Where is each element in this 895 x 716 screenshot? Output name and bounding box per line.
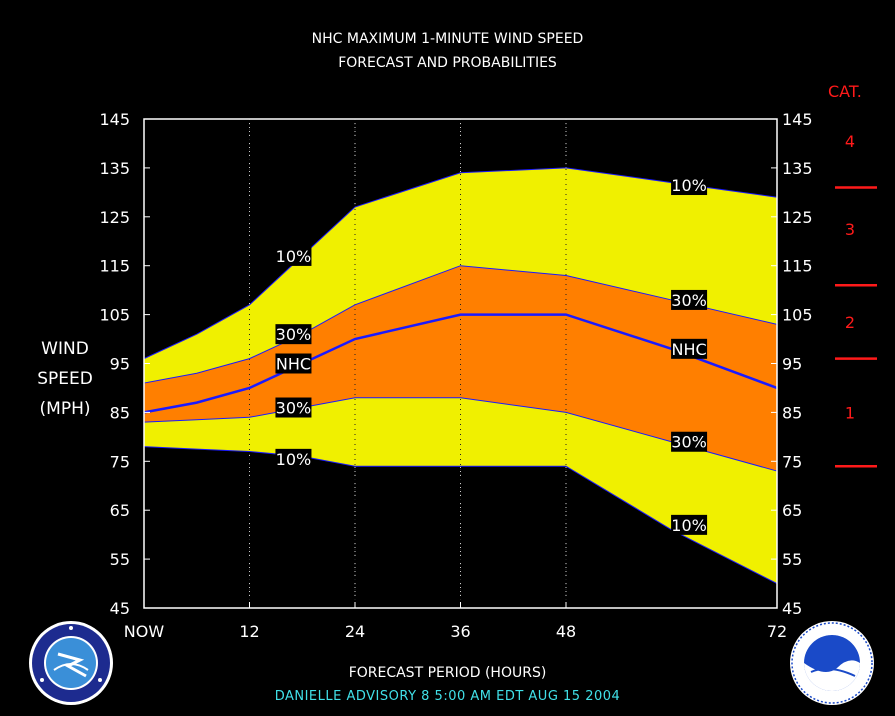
noaa-logo — [790, 621, 874, 705]
y-tick-label-right: 145 — [782, 110, 813, 129]
series-edge-line — [143, 397, 778, 472]
y-tick-label-right: 135 — [782, 159, 813, 178]
nhc-forecast-line — [143, 313, 778, 414]
x-axis-title: FORECAST PERIOD (HOURS) — [348, 665, 547, 681]
category-label: 3 — [845, 220, 855, 239]
x-tick-label: 12 — [239, 622, 259, 641]
chart-title-line1: NHC MAXIMUM 1-MINUTE WIND SPEED — [311, 31, 584, 47]
y-tick-label-right: 105 — [782, 306, 813, 325]
y-tick-label-right: 95 — [782, 355, 802, 374]
series-label-box — [275, 448, 312, 469]
y-tick-label-left: 145 — [99, 110, 130, 129]
y-tick-label-left: 55 — [110, 550, 130, 569]
y-axis-label-line3: (MPH) — [39, 399, 91, 419]
series-label: 10% — [276, 247, 312, 266]
y-tick-label-right: 85 — [782, 403, 802, 422]
y-tick-label-right: 125 — [782, 208, 813, 227]
series-label-box — [275, 397, 312, 418]
category-header: CAT. — [828, 82, 862, 101]
y-tick-label-left: 135 — [99, 159, 130, 178]
series-label: 30% — [671, 291, 707, 310]
series-label: 30% — [671, 433, 707, 452]
x-tick-label: 72 — [767, 622, 787, 641]
y-tick-label-left: 75 — [110, 452, 130, 471]
x-tick-label: 36 — [450, 622, 470, 641]
y-tick-label-right: 45 — [782, 599, 802, 618]
category-label: 1 — [845, 403, 855, 422]
y-axis-label: WIND SPEED (MPH) — [20, 334, 110, 424]
series-label-box — [671, 338, 708, 359]
x-tick-label: NOW — [124, 622, 165, 641]
category-label: 4 — [845, 132, 855, 151]
series-label-box — [671, 514, 708, 535]
series-label-box — [671, 431, 708, 452]
series-edge-line — [143, 446, 778, 584]
series-label-box — [275, 353, 312, 374]
y-tick-label-left: 105 — [99, 306, 130, 325]
nws-logo — [29, 621, 113, 705]
x-tick-label: 48 — [556, 622, 576, 641]
category-label: 2 — [845, 313, 855, 332]
y-tick-label-right: 65 — [782, 501, 802, 520]
y-tick-label-left: 65 — [110, 501, 130, 520]
series-label: 10% — [671, 176, 707, 195]
series-label: NHC — [276, 355, 311, 374]
advisory-footer: DANIELLE ADVISORY 8 5:00 AM EDT AUG 15 2… — [274, 689, 621, 704]
series-label: NHC — [671, 340, 706, 359]
y-tick-label-left: 125 — [99, 208, 130, 227]
y-tick-label-left: 85 — [110, 403, 130, 422]
series-label-box — [671, 289, 708, 310]
y-tick-label-left: 95 — [110, 355, 130, 374]
series-label-box — [671, 175, 708, 196]
y-tick-label-left: 115 — [99, 257, 130, 276]
series-edge-line — [143, 167, 778, 360]
series-label: 10% — [671, 516, 707, 535]
series-label-box — [275, 245, 312, 266]
y-tick-label-right: 115 — [782, 257, 813, 276]
band-30-percent — [144, 265, 777, 472]
series-label: 30% — [276, 399, 312, 418]
y-axis-label-line1: WIND — [41, 339, 89, 359]
x-tick-label: 24 — [345, 622, 365, 641]
series-label: 30% — [276, 325, 312, 344]
series-edge-line — [143, 265, 778, 384]
series-label: 10% — [276, 450, 312, 469]
y-tick-label-right: 75 — [782, 452, 802, 471]
series-label-box — [275, 324, 312, 345]
y-tick-label-left: 45 — [110, 599, 130, 618]
chart-title-line2: FORECAST AND PROBABILITIES — [338, 55, 557, 71]
y-axis-label-line2: SPEED — [37, 369, 93, 389]
y-tick-label-right: 55 — [782, 550, 802, 569]
